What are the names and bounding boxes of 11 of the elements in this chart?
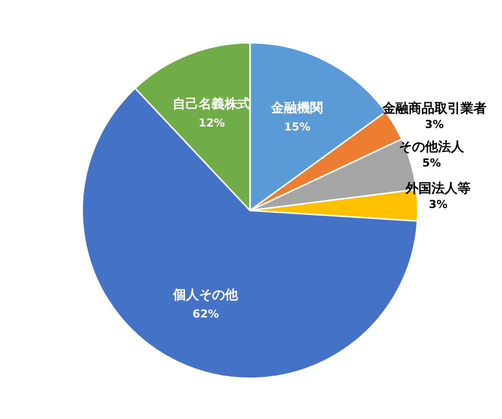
slice-label: 個人その他 <box>172 288 240 303</box>
data-label: 15% <box>284 120 310 134</box>
data-label: 12% <box>198 116 225 130</box>
data-label: 62% <box>192 307 219 320</box>
slice-label: 自己名義株式 <box>172 96 251 112</box>
slice-label: その他法人 <box>399 140 466 156</box>
slice-label: 金融商品取引業者 <box>381 100 486 116</box>
data-label: 5% <box>422 156 441 170</box>
data-label: 3% <box>425 118 444 131</box>
slice-label: 金融機関 <box>270 101 324 116</box>
data-label: 3% <box>428 198 448 212</box>
